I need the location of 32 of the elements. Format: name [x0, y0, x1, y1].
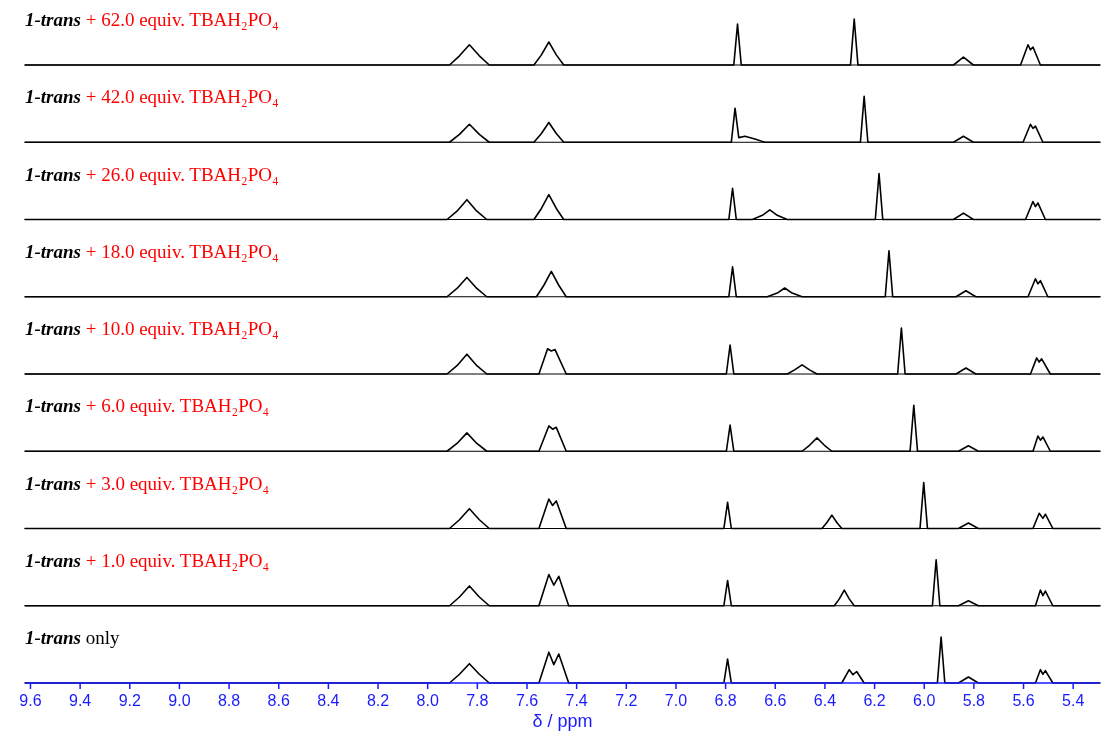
- x-tick-label: 8.8: [217, 692, 241, 710]
- x-tick-label: 5.4: [1062, 692, 1085, 710]
- x-tick-label: 7.2: [615, 692, 638, 710]
- x-tick-label: 7.0: [664, 692, 688, 710]
- x-tick-label: 6.6: [764, 692, 787, 710]
- x-tick-label: 6.2: [863, 692, 886, 710]
- x-tick-label: 8.2: [366, 692, 390, 710]
- x-tick-label: 7.8: [466, 692, 489, 710]
- x-axis-title: δ / ppm: [532, 711, 593, 731]
- x-tick-label: 8.4: [317, 692, 340, 710]
- chart-title: 1-trans + 10.0 equiv. TBAH₂PO₄: [25, 318, 279, 339]
- x-tick-label: 7.4: [565, 692, 588, 710]
- chart-title: 1-trans + 6.0 equiv. TBAH₂PO₄: [25, 395, 270, 417]
- x-tick-label: 6.0: [913, 692, 936, 710]
- chart-title: 1-trans + 62.0 equiv. TBAH₂PO₄: [25, 9, 279, 30]
- chart-title: 1-trans + 26.0 equiv. TBAH₂PO₄: [25, 163, 279, 185]
- x-tick-label: 9.6: [19, 692, 42, 710]
- x-tick-label: 9.0: [168, 692, 191, 710]
- x-tick-label: 5.6: [1012, 692, 1035, 710]
- x-tick-label: 9.4: [68, 692, 92, 710]
- x-tick-label: 6.8: [714, 692, 737, 710]
- chart-title: 1-trans + 1.0 equiv. TBAH₂PO₄: [25, 549, 270, 571]
- x-tick-label: 9.2: [118, 692, 141, 710]
- x-tick-label: 5.8: [962, 692, 986, 710]
- x-tick-label: 7.6: [515, 692, 539, 710]
- chart-title: 1-trans only: [25, 627, 120, 648]
- x-tick-label: 8.6: [267, 692, 290, 710]
- chart-title: 1-trans + 3.0 equiv. TBAH₂PO₄: [25, 472, 270, 494]
- chart-title: 1-trans + 18.0 equiv. TBAH₂PO₄: [25, 240, 279, 262]
- x-tick-label: 8.0: [416, 692, 439, 710]
- x-tick-label: 6.4: [813, 692, 837, 710]
- chart-title: 1-trans + 42.0 equiv. TBAH₂PO₄: [25, 86, 279, 108]
